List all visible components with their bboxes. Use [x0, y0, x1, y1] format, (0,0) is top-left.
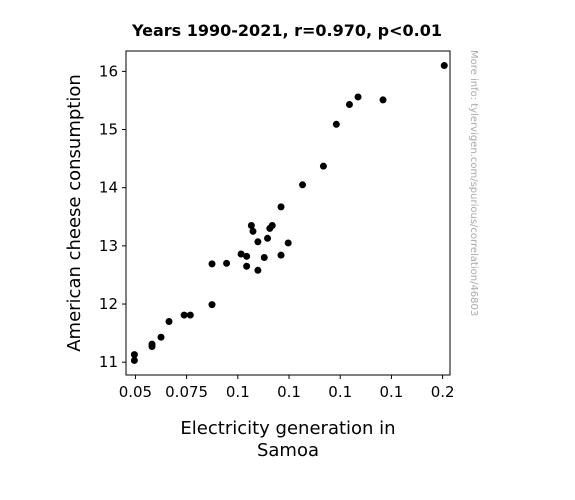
y-axis: 11 12 13 14 15 16: [99, 62, 126, 371]
data-point: [130, 356, 138, 364]
data-point: [379, 96, 387, 104]
data-point: [130, 351, 138, 359]
y-tick-label: 13: [99, 237, 118, 255]
data-point: [332, 120, 340, 128]
y-axis-label: American cheese consumption: [64, 74, 85, 352]
data-point: [440, 62, 448, 70]
data-point: [354, 93, 362, 101]
data-point: [345, 101, 353, 109]
data-point: [268, 222, 276, 230]
y-tick-label: 15: [99, 121, 118, 139]
y-tick-label: 14: [99, 179, 118, 197]
source-note: More info: tylervigen.com/spurious/corre…: [468, 50, 479, 316]
data-point: [284, 239, 292, 247]
data-point: [254, 266, 262, 274]
data-point: [247, 222, 255, 230]
data-point: [148, 342, 156, 350]
data-point: [243, 252, 251, 260]
data-point: [319, 162, 327, 170]
x-axis-label-line-2: Samoa: [257, 440, 319, 461]
data-point: [277, 251, 285, 259]
x-tick-label: 0.1: [277, 383, 301, 401]
data-point: [223, 259, 231, 267]
x-axis: 0.05 0.075 0.1 0.1 0.1 0.1 0.2: [119, 375, 455, 401]
data-point: [299, 181, 307, 189]
data-point: [186, 311, 194, 319]
x-tick-label: 0.075: [165, 383, 208, 401]
data-point: [264, 234, 272, 242]
data-point: [208, 260, 216, 268]
x-tick-label: 0.1: [226, 383, 250, 401]
x-tick-label: 0.05: [119, 383, 152, 401]
x-axis-label-line-1: Electricity generation in: [180, 418, 395, 439]
data-point: [165, 317, 173, 325]
data-point: [249, 227, 257, 235]
data-point: [254, 238, 262, 246]
plot-frame: [125, 50, 451, 376]
data-point: [180, 311, 188, 319]
y-tick-label: 11: [99, 353, 118, 371]
data-point: [208, 301, 216, 309]
data-point: [157, 333, 165, 341]
data-point: [237, 250, 245, 258]
y-tick-label: 16: [99, 62, 118, 80]
chart-title: Years 1990-2021, r=0.970, p<0.01: [131, 21, 442, 40]
data-point: [277, 203, 285, 211]
points-layer: [130, 62, 448, 364]
x-tick-label: 0.1: [379, 383, 403, 401]
y-tick-label: 12: [99, 295, 118, 313]
data-point: [243, 262, 251, 270]
x-tick-label: 0.2: [431, 383, 455, 401]
data-point: [260, 253, 268, 261]
x-tick-label: 0.1: [328, 383, 352, 401]
